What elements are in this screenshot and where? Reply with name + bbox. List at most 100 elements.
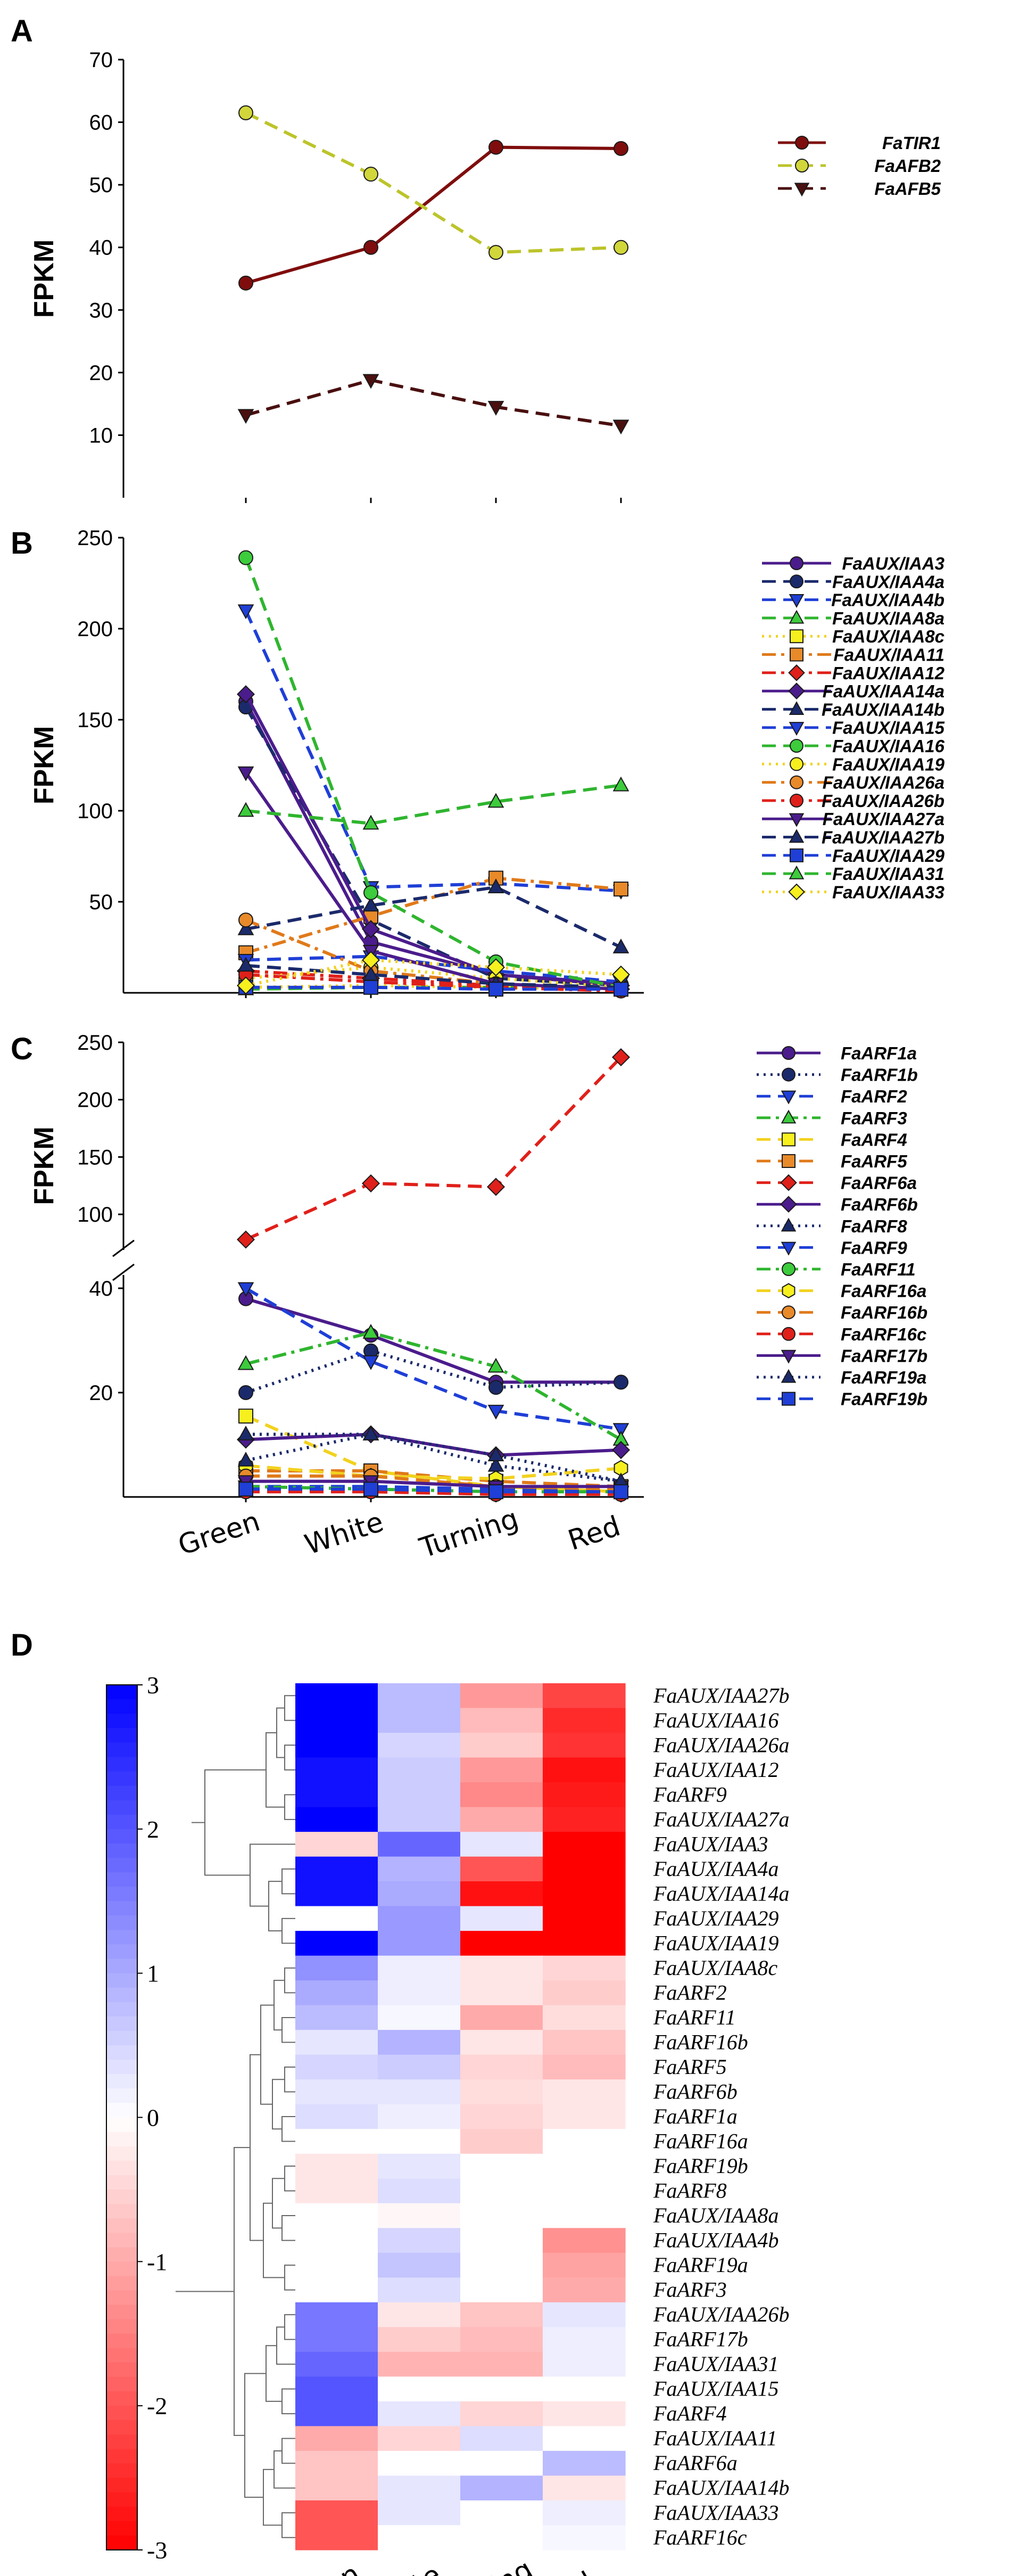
legend-marker-faarf4 [782,1132,795,1147]
point-faafb2-white [363,167,378,182]
point-faarf3-green [237,1355,254,1370]
x-tick-label-turning: Turning [416,1503,523,1565]
legend-marker-faaux-iaa11 [790,647,803,662]
scale-swatch [106,2305,137,2320]
legend-label-fatir1: FaTIR1 [882,133,941,153]
panel-label-b: B [11,526,33,561]
scale-swatch [106,1699,137,1715]
scale-swatch [106,2406,137,2421]
cell-faaux-iaa27b-turning [460,1683,543,1709]
cell-faaux-iaa33-turning [460,2500,543,2526]
series-faaux-iaa16 [238,550,628,995]
legend-label-faaux-iaa15: FaAUX/IAA15 [832,718,945,738]
point-faarf19a-white [362,1426,379,1441]
cell-faaux-iaa12-white [378,1757,461,1783]
legend-marker-faaux-iaa8a [789,610,805,624]
scale-swatch [106,2478,137,2493]
series-line-faarf6b [245,1433,621,1457]
cell-faarf19a-white [378,2252,461,2278]
point-faafb2-turning [488,245,503,260]
cell-faaux-iaa4a-red [543,1856,626,1882]
series-faafb2 [238,105,628,260]
dendro-branch [281,1917,295,1944]
cell-faarf11-white [378,2005,461,2030]
cell-faaux-iaa31-red [543,2351,626,2377]
cell-faaux-iaa29-turning [460,1906,543,1931]
dendro-branch [266,2345,282,2402]
cell-faarf9-white [378,1782,461,1808]
series-faaux-iaa31 [237,776,629,830]
cell-faarf6a-white [378,2450,461,2476]
cell-faaux-iaa4b-red [543,2228,626,2253]
scale-swatch [106,2247,137,2262]
legend-label-faaux-iaa26b: FaAUX/IAA26b [822,791,944,811]
chart-panel-a: A 10 20 30 40 50 60 70 FPKM FaTIR1 FaAFB2 FaAFB5 [11,14,941,503]
point-faaux-iaa27b-green [237,957,254,972]
scale-swatch [106,1958,137,1974]
point-faaux-iaa31-turning [487,793,504,808]
cell-faaux-iaa15-green [295,2376,378,2402]
cell-faarf16b-red [543,2030,626,2055]
dendro-branch [276,2326,295,2365]
cell-faarf4-turning [460,2401,543,2427]
cell-faarf19a-green [295,2252,378,2278]
cell-faaux-iaa27b-white [378,1683,461,1709]
point-faaux-iaa14b-green [237,920,254,935]
series-faaux-iaa33 [236,951,631,995]
scale-swatch [106,1930,137,1945]
scale-swatch [106,1901,137,1916]
point-faarf6a-green [236,1230,255,1249]
cell-faaux-iaa11-turning [460,2426,543,2451]
legend-marker-faaux-iaa14a [788,682,805,699]
series-line-faafb5 [245,378,621,427]
cell-faaux-iaa4a-white [378,1856,461,1882]
row-label-faarf1a: FaARF1a [653,2104,737,2128]
row-label-faaux-iaa29: FaAUX/IAA29 [653,1906,779,1930]
point-faaux-iaa31-white [362,814,379,830]
cell-faaux-iaa29-red [543,1906,626,1931]
legend-marker-faaux-iaa4b [789,594,805,608]
scale-swatch [106,1714,137,1729]
legend-label-faarf19b: FaARF19b [841,1389,927,1409]
y-tick-label-100: 100 [77,1203,113,1227]
series-faarf2 [237,1282,629,1438]
cell-faaux-iaa26a-green [295,1733,378,1758]
scale-swatch [106,2362,137,2377]
row-label-faaux-iaa27b: FaAUX/IAA27b [653,1683,790,1707]
cell-faaux-iaa11-green [295,2426,378,2451]
y-tick-label-40: 40 [89,236,113,260]
legend-label-faarf2: FaARF2 [841,1087,907,1106]
dendro-branch [284,2166,295,2192]
cell-faaux-iaa4a-turning [460,1856,543,1882]
series-line-faarf17b [246,1479,621,1488]
row-label-faarf8: FaARF8 [653,2179,727,2203]
cell-faaux-iaa12-turning [460,1757,543,1783]
point-faarf8-green [237,1426,254,1441]
series-fatir1 [238,139,628,291]
y-axis-label: FPKM [29,726,60,804]
series-faaux-iaa4b [237,604,629,900]
y-tick-label-20: 20 [89,1381,113,1405]
point-faaux-iaa26a-green [238,912,253,928]
cell-faarf17b-red [543,2327,626,2352]
point-faarf6b-red [611,1441,631,1459]
legend-marker-faaux-iaa8c [790,629,803,644]
legend-label-faarf8: FaARF8 [841,1216,907,1236]
dendro-branch [281,2388,295,2415]
legend-marker-faarf2 [781,1090,797,1105]
cell-faaux-iaa19-white [378,1931,461,1956]
cell-faarf19b-turning [460,2153,543,2179]
scale-swatch [106,2131,137,2147]
dendro-branch [204,1769,266,1876]
row-label-faarf5: FaARF5 [653,2055,727,2079]
series-faaux-iaa3 [238,694,628,991]
y-tick-label-30: 30 [89,299,113,322]
legend-label-faaux-iaa29: FaAUX/IAA29 [832,846,945,866]
chart-panel-b: B 50 100 150 200 250 FPKM FaAUX/IAA3FaAUX/IAA4a… [11,526,945,999]
legend-label-faaux-iaa16: FaAUX/IAA16 [832,736,945,756]
scale-swatch [106,2060,137,2075]
legend-marker-faaux-iaa16 [790,739,803,753]
row-label-faaux-iaa31: FaAUX/IAA31 [653,2352,779,2376]
dendro-branch [284,1794,295,1820]
scale-swatch [106,1843,137,1858]
